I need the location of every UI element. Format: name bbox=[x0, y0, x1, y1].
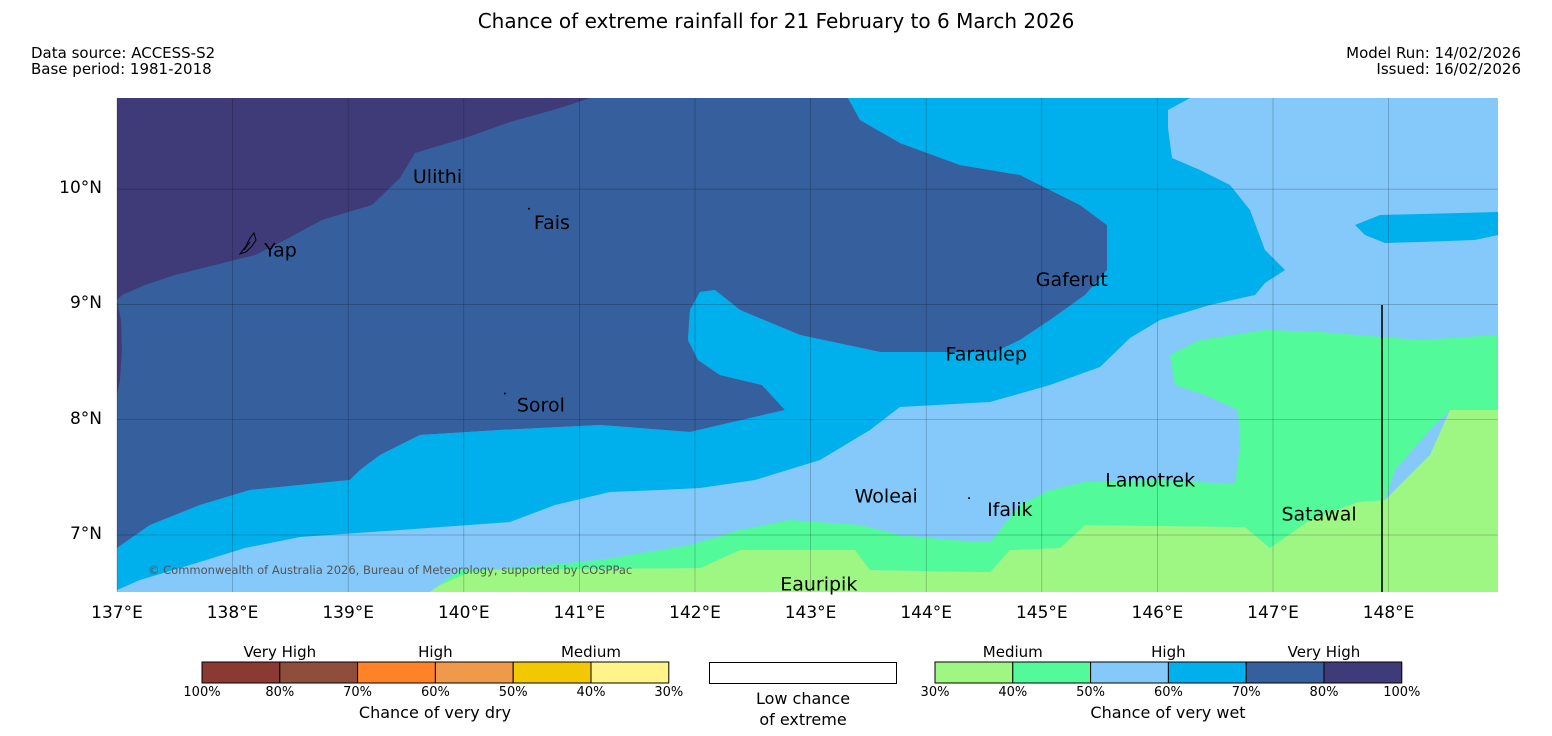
dry-tick-label: 70% bbox=[343, 685, 373, 700]
dry-caption: Chance of very dry bbox=[358, 703, 512, 722]
meta-left: Data source: ACCESS-S2 Base period: 1981… bbox=[31, 45, 215, 77]
page-title: Chance of extreme rainfall for 21 Februa… bbox=[477, 9, 1075, 33]
zone-high bbox=[117, 98, 1285, 590]
place-label-woleai: Woleai bbox=[855, 485, 918, 507]
wet-group-label: High bbox=[1151, 643, 1186, 661]
wet-tick-label: 30% bbox=[920, 685, 950, 700]
island-dot bbox=[503, 392, 506, 395]
wet-caption: Chance of very wet bbox=[1090, 703, 1246, 722]
wet-tick-label: 80% bbox=[1309, 685, 1339, 700]
dry-tick-label: 30% bbox=[654, 685, 684, 700]
map-gridlines bbox=[116, 98, 1498, 592]
lat-tick-label: 7°N bbox=[69, 524, 102, 544]
lon-tick-label: 144°E bbox=[900, 603, 953, 623]
place-labels: Ulithi Fais Yap Gaferut Faraulep Sorol Woleai I… bbox=[263, 166, 1357, 596]
wet-colorbar-segment bbox=[1012, 661, 1092, 684]
place-label-gaferut: Gaferut bbox=[1036, 269, 1108, 291]
place-label-satawal: Satawal bbox=[1281, 503, 1356, 525]
meta-right: Model Run: 14/02/2026 Issued: 16/02/2026 bbox=[1346, 45, 1521, 77]
zone-high-right bbox=[1355, 212, 1498, 243]
wet-colorbar-segment bbox=[1245, 661, 1325, 684]
lon-tick-label: 143°E bbox=[784, 603, 837, 623]
island-dot bbox=[438, 173, 441, 176]
wet-tick-label: 50% bbox=[1076, 685, 1106, 700]
place-label-sorol: Sorol bbox=[517, 395, 565, 417]
dry-colorbar-segment bbox=[434, 661, 514, 684]
wet-colorbar-segment bbox=[1323, 661, 1403, 684]
data-source-text: Data source: ACCESS-S2 bbox=[31, 44, 216, 62]
dry-tick-label: 40% bbox=[576, 685, 606, 700]
low-chance-line1: Low chance bbox=[755, 689, 851, 708]
place-label-ifalik: Ifalik bbox=[987, 499, 1032, 521]
dry-colorbar-segment bbox=[590, 661, 670, 684]
dry-tick-label: 50% bbox=[498, 685, 528, 700]
dry-group-label: Very High bbox=[243, 643, 317, 661]
place-label-faraulep: Faraulep bbox=[946, 344, 1027, 366]
base-period-text: Base period: 1981-2018 bbox=[31, 60, 212, 78]
wet-tick-label: 70% bbox=[1231, 685, 1261, 700]
wet-colorbar-segment bbox=[934, 661, 1014, 684]
lat-tick-label: 9°N bbox=[69, 293, 102, 314]
low-chance-line2: of extreme bbox=[759, 710, 847, 729]
lat-tick-label: 8°N bbox=[69, 408, 102, 429]
zone-medium bbox=[430, 330, 1498, 592]
dry-colorbar-segment bbox=[201, 661, 281, 684]
issued-text: Issued: 16/02/2026 bbox=[1376, 60, 1521, 78]
dry-tick-label: 60% bbox=[420, 685, 450, 700]
wet-tick-label: 100% bbox=[1383, 685, 1421, 700]
zone-very-high bbox=[117, 98, 1107, 548]
wet-tick-label: 60% bbox=[1153, 685, 1183, 700]
island-dot bbox=[527, 207, 530, 210]
lon-tick-label: 139°E bbox=[322, 603, 375, 623]
place-label-ulithi: Ulithi bbox=[413, 166, 462, 188]
wet-group-label: Medium bbox=[982, 643, 1043, 661]
zone-extreme-edge bbox=[117, 300, 122, 395]
dry-colorbar bbox=[201, 661, 670, 684]
low-chance-box bbox=[709, 662, 897, 684]
dry-tick-label: 100% bbox=[183, 685, 221, 700]
lon-tick-label: 140°E bbox=[437, 603, 490, 623]
yap-island-shape bbox=[238, 231, 257, 255]
dry-colorbar-segment bbox=[357, 661, 436, 684]
lon-tick-label: 142°E bbox=[669, 603, 721, 623]
model-run-text: Model Run: 14/02/2026 bbox=[1346, 44, 1521, 62]
dry-group-label: Medium bbox=[560, 643, 621, 661]
lon-tick-label: 146°E bbox=[1131, 603, 1184, 623]
wet-tick-label: 40% bbox=[998, 685, 1028, 700]
copyright-text: © Commonwealth of Australia 2026, Bureau… bbox=[148, 563, 632, 577]
lon-tick-label: 148°E bbox=[1362, 603, 1415, 623]
place-label-eauripik: Eauripik bbox=[780, 574, 857, 596]
map-fill bbox=[117, 98, 1498, 592]
lat-tick-label: 10°N bbox=[59, 178, 102, 199]
place-label-yap: Yap bbox=[263, 239, 297, 261]
zone-extreme bbox=[117, 98, 590, 300]
dry-colorbar-segment bbox=[512, 661, 592, 684]
place-label-lamotrek: Lamotrek bbox=[1105, 470, 1195, 492]
dry-tick-label: 80% bbox=[265, 685, 295, 700]
zone-medium-light bbox=[430, 410, 1498, 592]
low-chance-label: Low chance of extreme bbox=[709, 688, 897, 730]
wet-colorbar-segment bbox=[1167, 661, 1247, 684]
wet-colorbar bbox=[934, 661, 1403, 684]
dry-colorbar-segment bbox=[279, 661, 359, 684]
wet-colorbar-segment bbox=[1090, 661, 1169, 684]
lon-tick-label: 138°E bbox=[206, 603, 259, 623]
place-label-fais: Fais bbox=[534, 212, 570, 234]
lon-tick-label: 137°E bbox=[91, 603, 143, 623]
lon-tick-label: 141°E bbox=[553, 603, 606, 623]
wet-group-label: Very High bbox=[1287, 643, 1361, 661]
island-marks bbox=[438, 173, 971, 500]
dry-group-label: High bbox=[418, 643, 453, 661]
lon-tick-label: 147°E bbox=[1247, 603, 1299, 623]
island-dot bbox=[968, 497, 971, 500]
lon-tick-label: 145°E bbox=[1015, 603, 1068, 623]
